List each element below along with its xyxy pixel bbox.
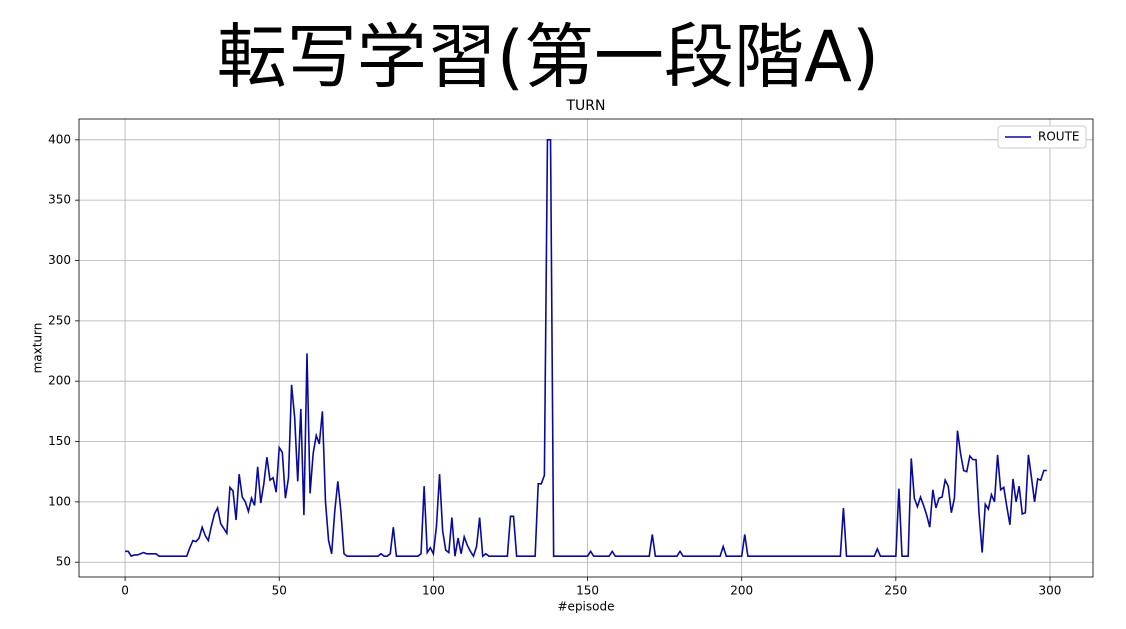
y-tick-label: 100 bbox=[48, 494, 71, 508]
x-tick-label: 0 bbox=[121, 584, 129, 598]
y-tick-label: 350 bbox=[48, 193, 71, 207]
x-tick-label: 250 bbox=[884, 584, 907, 598]
y-tick-label: 400 bbox=[48, 132, 71, 146]
x-tick-label: 150 bbox=[576, 584, 599, 598]
y-tick-label: 150 bbox=[48, 434, 71, 448]
chart-title: TURN bbox=[566, 98, 606, 114]
data-line bbox=[125, 139, 1047, 559]
y-tick-label: 300 bbox=[48, 253, 71, 267]
y-tick-label: 50 bbox=[56, 555, 71, 569]
page-heading: 転写学習(第一段階A) bbox=[217, 16, 880, 98]
y-axis-label: maxturn bbox=[31, 323, 45, 374]
x-tick-label: 300 bbox=[1039, 584, 1062, 598]
plot-frame bbox=[78, 118, 1094, 578]
x-axis-label: #episode bbox=[558, 600, 615, 614]
x-tick-label: 100 bbox=[422, 584, 445, 598]
x-tick-label: 200 bbox=[730, 584, 753, 598]
y-tick-label: 250 bbox=[48, 313, 71, 327]
legend-box bbox=[997, 125, 1087, 149]
legend-label: ROUTE bbox=[1038, 130, 1079, 144]
y-tick-label: 200 bbox=[48, 374, 71, 388]
x-tick-label: 50 bbox=[272, 584, 287, 598]
